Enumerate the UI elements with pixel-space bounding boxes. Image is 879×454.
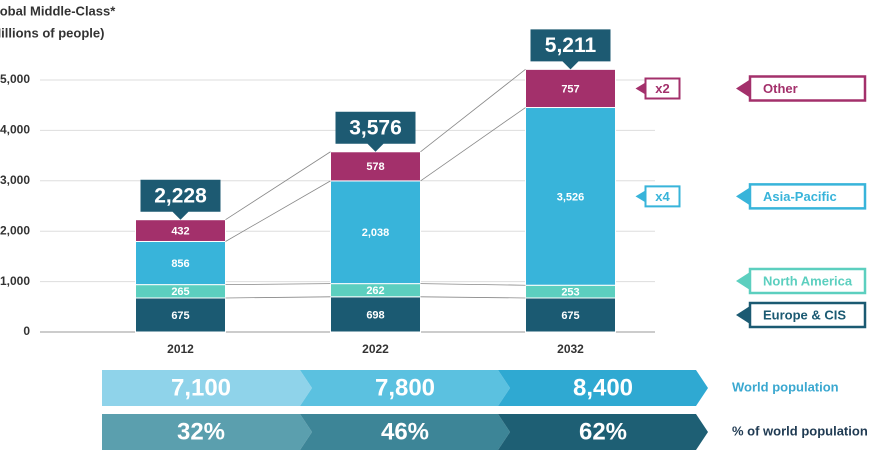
x-tick-label: 2032 [557,342,584,356]
row-value: 8,400 [573,374,633,401]
connector-line [420,296,526,299]
connector-line [420,107,526,182]
data-label: 578 [366,161,384,173]
data-label: 856 [171,258,189,270]
data-label: 2,038 [362,227,390,239]
data-label: 253 [561,287,579,299]
legend-label: Europe & CIS [763,307,846,322]
row-label: % of world population [732,423,868,438]
chart-subtitle: (Millions of people) [0,25,104,40]
data-label: 3,526 [557,191,585,203]
row-value: 32% [177,418,225,445]
row-value: 7,800 [375,374,435,401]
total-callout [140,179,221,220]
connector-line [225,296,331,299]
connector-line [225,180,331,242]
row-chevron [300,370,510,406]
legend-label: Asia-Pacific [763,189,837,204]
row-value: 46% [381,418,429,445]
y-tick-label: 3,000 [0,173,30,187]
legend-arrow [736,271,750,290]
legend-arrow [736,79,750,98]
bar-segment [330,151,421,182]
connector-line [420,69,526,153]
data-label: 757 [561,83,579,95]
bar-segment [135,240,226,286]
row-label: World population [732,379,839,394]
legend-arrow [736,305,750,324]
total-label: 3,576 [349,116,402,139]
row-chevron [498,370,708,406]
connector-line [225,151,331,221]
x-tick-label: 2012 [167,342,194,356]
multiplier-label: x4 [655,189,670,204]
multiplier-arrow [635,190,646,203]
y-tick-label: 4,000 [0,123,30,137]
total-label: 5,211 [545,34,597,57]
bar-segment [525,107,616,286]
total-label: 2,228 [154,184,207,207]
y-tick-label: 2,000 [0,223,30,237]
data-label: 675 [561,310,579,322]
row-chevron [300,414,510,450]
data-label: 265 [171,286,189,298]
total-callout [530,29,611,70]
data-label: 675 [171,310,189,322]
data-label: 432 [171,226,189,238]
row-chevron [102,414,312,450]
row-chevron [498,414,708,450]
data-label: 698 [366,309,384,321]
bar-segment [135,297,226,333]
row-value: 7,100 [171,374,231,401]
row-value: 62% [579,418,627,445]
x-tick-label: 2022 [362,342,389,356]
legend-label: Other [763,81,798,96]
y-tick-label: 1,000 [0,274,30,288]
y-tick-label: 5,000 [0,72,30,86]
multiplier-arrow [635,82,646,95]
total-callout [335,111,416,152]
data-label: 262 [366,285,384,297]
bar-segment [330,180,421,285]
connector-line [225,283,331,286]
legend-arrow [736,187,750,206]
row-chevron [102,370,312,406]
multiplier-label: x2 [655,81,669,96]
legend-label: North America [763,273,853,288]
connector-line [420,283,526,286]
chart-title: Global Middle-Class* [0,3,116,18]
y-tick-label: 0 [23,324,30,338]
bar-segment [525,297,616,333]
